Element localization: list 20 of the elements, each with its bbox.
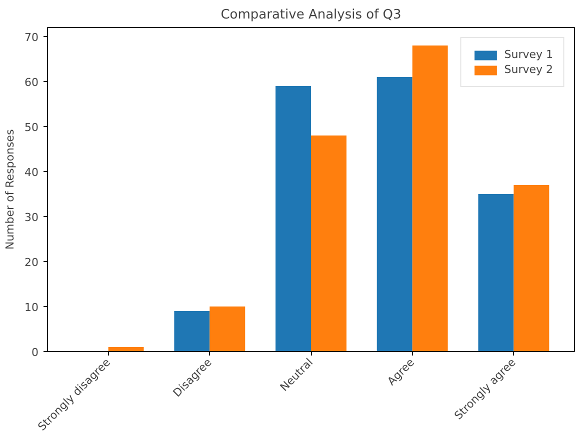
chart-title: Comparative Analysis of Q3 xyxy=(220,8,402,22)
y-tick-label: 20 xyxy=(24,256,39,269)
bar xyxy=(412,46,448,352)
legend-label: Survey 2 xyxy=(504,63,553,76)
bar xyxy=(276,86,311,352)
y-tick-label: 30 xyxy=(24,211,39,224)
y-tick-label: 50 xyxy=(24,121,39,134)
y-tick-label: 70 xyxy=(24,31,39,44)
bar xyxy=(478,194,514,352)
bar xyxy=(514,185,550,352)
bar xyxy=(174,311,210,352)
y-tick-label: 40 xyxy=(24,166,39,179)
bar xyxy=(210,306,246,352)
bar xyxy=(376,77,412,352)
y-axis-title: Number of Responses xyxy=(4,129,17,250)
bar xyxy=(311,136,346,352)
y-tick-label: 60 xyxy=(24,76,39,89)
y-tick-label: 10 xyxy=(24,301,39,314)
y-tick-label: 0 xyxy=(32,346,38,359)
legend-label: Survey 1 xyxy=(504,48,553,61)
